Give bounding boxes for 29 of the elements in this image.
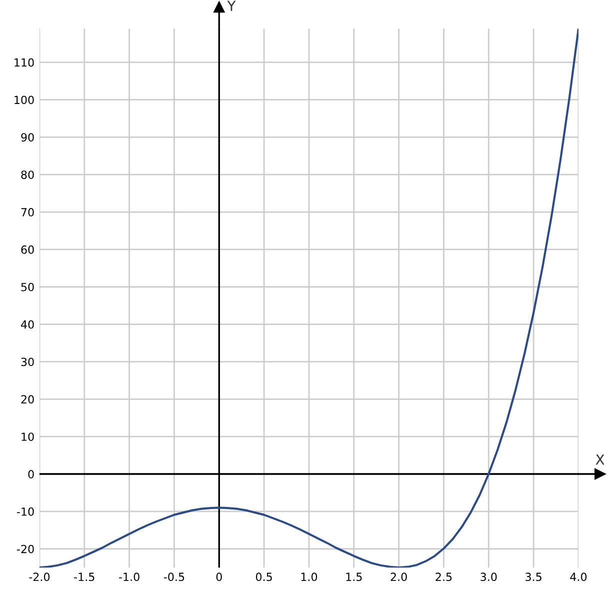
y-tick-label: 20 <box>21 395 34 404</box>
x-tick-label: 4.0 <box>570 572 587 582</box>
y-tick-label: 100 <box>14 96 34 104</box>
x-tick-label: 0.5 <box>256 572 272 582</box>
ref-line-label: X <box>596 454 604 465</box>
y-tick-label: 0 <box>28 470 34 478</box>
x-tick-label: 2.5 <box>436 572 452 582</box>
y-tick-label: 40 <box>21 320 34 329</box>
y-tick-label: 70 <box>21 208 34 216</box>
y-tick-label: 30 <box>21 358 34 366</box>
y-tick-label: -20 <box>16 544 34 554</box>
x-tick-label: 1.0 <box>301 572 318 582</box>
y-tick-label: -10 <box>16 507 34 516</box>
x-tick-label: -1.5 <box>74 572 94 582</box>
y-tick-label: 10 <box>22 432 34 441</box>
y-tick-label: 80 <box>21 170 34 179</box>
x-tick-label: 3.0 <box>480 572 497 582</box>
x-tick-label: 3.5 <box>526 572 542 582</box>
ref-line-label: Y <box>227 0 236 11</box>
x-tick-label: -1.0 <box>118 572 140 582</box>
x-tick-label: 2.0 <box>390 572 407 582</box>
x-tick-label: 0 <box>216 572 222 582</box>
y-tick-label: 50 <box>21 282 34 292</box>
y-tick-label: 60 <box>21 245 34 254</box>
x-tick-label: -2.0 <box>29 572 50 582</box>
x-tick-label: 1.5 <box>346 572 362 582</box>
y-tick-label: 110 <box>14 58 34 67</box>
y-tick-label: 90 <box>21 133 34 142</box>
x-tick-label: -0.5 <box>164 572 184 582</box>
